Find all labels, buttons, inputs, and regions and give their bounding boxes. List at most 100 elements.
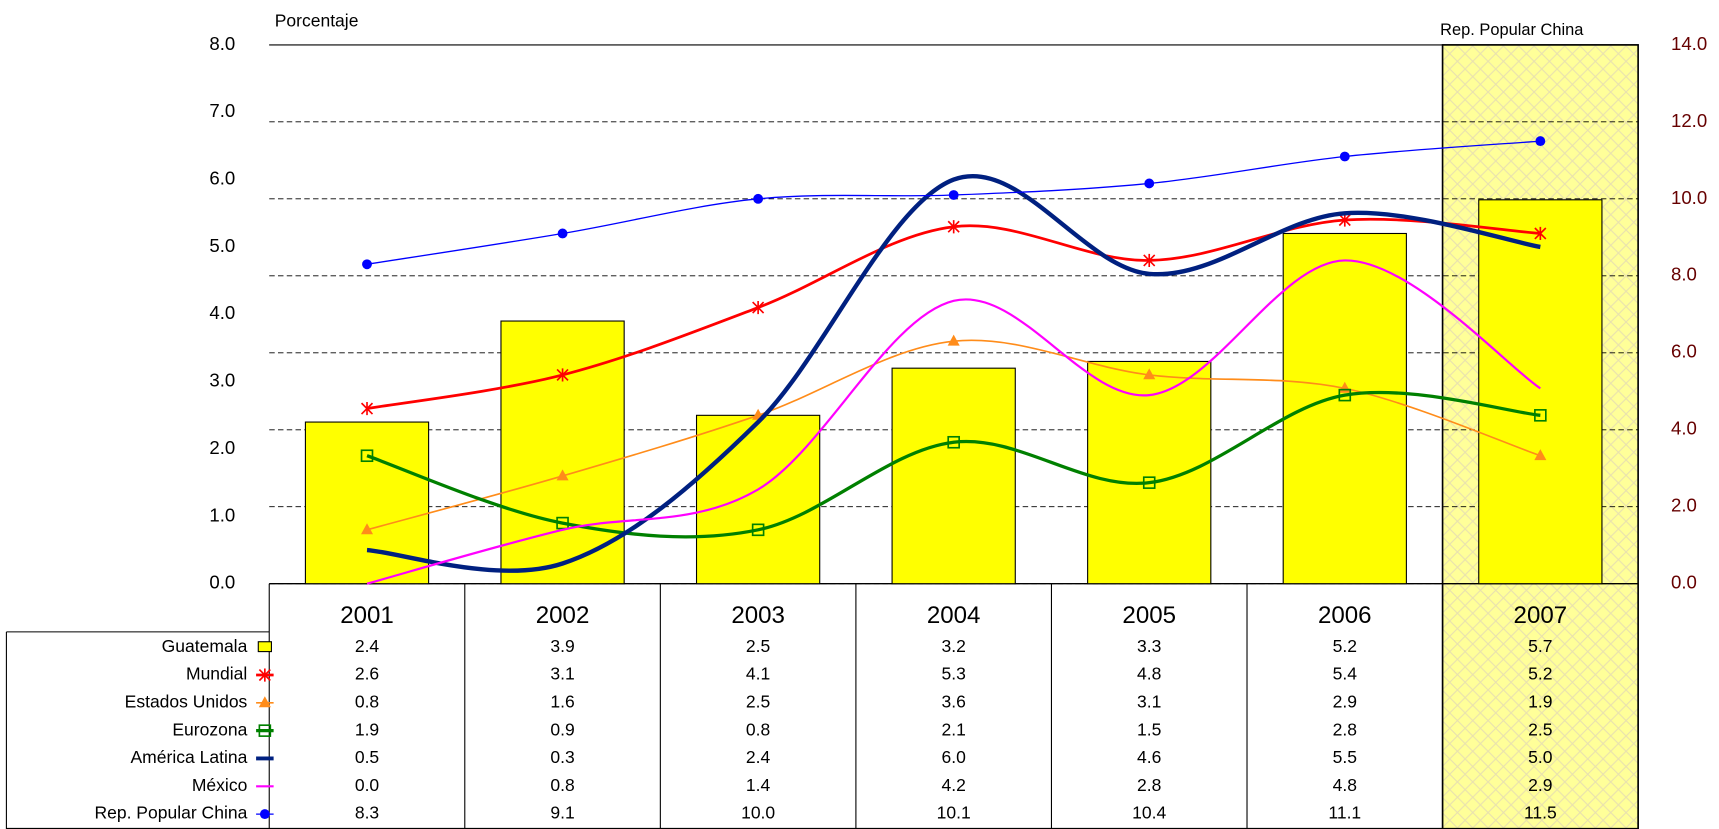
table-cell: 2.4 [355,636,380,656]
table-cell: 2.5 [746,691,770,711]
marker [556,516,569,530]
marker [556,368,569,382]
series [304,199,1603,585]
table-cell: 0.0 [355,775,380,795]
table-cell: 9.1 [550,803,574,823]
y-tick-label: 4.0 [209,302,235,323]
table-cell: 3.6 [942,691,966,711]
table-cell: 3.3 [1137,636,1161,656]
x-tick-label: 2001 [340,602,394,629]
legend-label: Guatemala [162,636,248,656]
table-cell: 2.1 [942,719,966,739]
legend-label: Mundial [186,664,247,684]
y-tick-label: 7.0 [209,100,235,121]
bar [304,421,430,585]
marker [1143,368,1156,380]
legend-label: México [192,775,247,795]
table-cell: 1.6 [550,691,574,711]
annotation: Rep. Popular China [1440,21,1584,39]
table-cell: 2.8 [1137,775,1161,795]
table-cell: 4.8 [1137,664,1161,684]
table-cell: 3.2 [942,636,966,656]
table-cell: 4.8 [1333,775,1357,795]
y-tick-label: 5.0 [209,235,235,256]
table-cell: 2.9 [1528,775,1552,795]
marker [360,523,374,535]
legend-label: Eurozona [172,719,247,739]
marker [1534,409,1547,422]
y2-tick-label: 6.0 [1671,341,1697,362]
table-cell: 0.5 [355,747,379,767]
marker [1143,253,1156,267]
legend-symbol [257,641,272,653]
series [360,388,1547,539]
x-tick-label: 2004 [927,602,981,629]
x-tick-label: 2003 [731,602,785,629]
bar [1478,199,1603,585]
table-cell: 2.8 [1333,719,1357,739]
table-cell: 10.4 [1132,803,1166,823]
line [366,259,1541,585]
y2-tick-label: 14.0 [1671,33,1707,54]
bar [891,367,1016,585]
table-cell: 2.5 [1528,719,1552,739]
table-cell: 10.1 [937,803,971,823]
table-cell: 2.4 [746,747,771,767]
series [366,259,1541,585]
table-cell: 4.1 [746,664,770,684]
table-cell: 0.8 [746,719,770,739]
table-cell: 10.0 [741,803,775,823]
table-cell: 11.5 [1524,803,1557,823]
marker [362,259,372,270]
marker [258,724,272,737]
bar [695,414,821,585]
x-tick-label: 2002 [536,602,590,629]
y2-tick-label: 4.0 [1671,418,1697,439]
marker [948,190,959,200]
table-cell: 0.3 [550,747,574,767]
table-cell: 4.2 [942,775,966,795]
marker [258,696,271,708]
table-cell: 5.5 [1333,747,1357,767]
marker [947,435,960,449]
series [366,174,1541,573]
marker [360,402,374,416]
y-tick-label: 6.0 [209,168,235,189]
marker [947,334,960,346]
table-cell: 4.6 [1137,747,1161,767]
series [362,136,1546,270]
table-cell: 0.8 [550,775,574,795]
bar [1087,360,1212,585]
y2-tick-label: 12.0 [1671,110,1707,131]
x-tick-label: 2007 [1514,602,1568,629]
marker [1339,151,1350,162]
marker [259,809,270,820]
line [366,174,1541,573]
y-axis-label: Porcentaje [275,11,359,31]
marker [1338,213,1351,227]
marker [947,220,960,234]
marker [258,668,271,682]
y-tick-label: 8.0 [209,33,235,54]
legend-label: Estados Unidos [125,691,248,711]
marker [1534,449,1547,461]
marker [1142,476,1156,489]
legend-label: América Latina [131,747,248,767]
y-tick-label: 1.0 [209,504,235,525]
marker [557,228,568,239]
x-tick-label: 2006 [1318,602,1372,629]
table-cell: 5.3 [942,664,966,684]
marker [752,300,765,315]
table-cell: 2.6 [355,664,379,684]
table-cell: 3.1 [550,664,574,684]
y-tick-label: 0.0 [209,572,235,593]
line [366,390,1541,539]
table-cell: 0.9 [550,719,574,739]
table-cell: 8.3 [355,803,379,823]
marker [1535,136,1546,147]
table-cell: 3.1 [1137,691,1161,711]
y2-tick-label: 0.0 [1671,572,1697,593]
x-tick-label: 2005 [1122,602,1176,629]
marker [360,449,374,463]
